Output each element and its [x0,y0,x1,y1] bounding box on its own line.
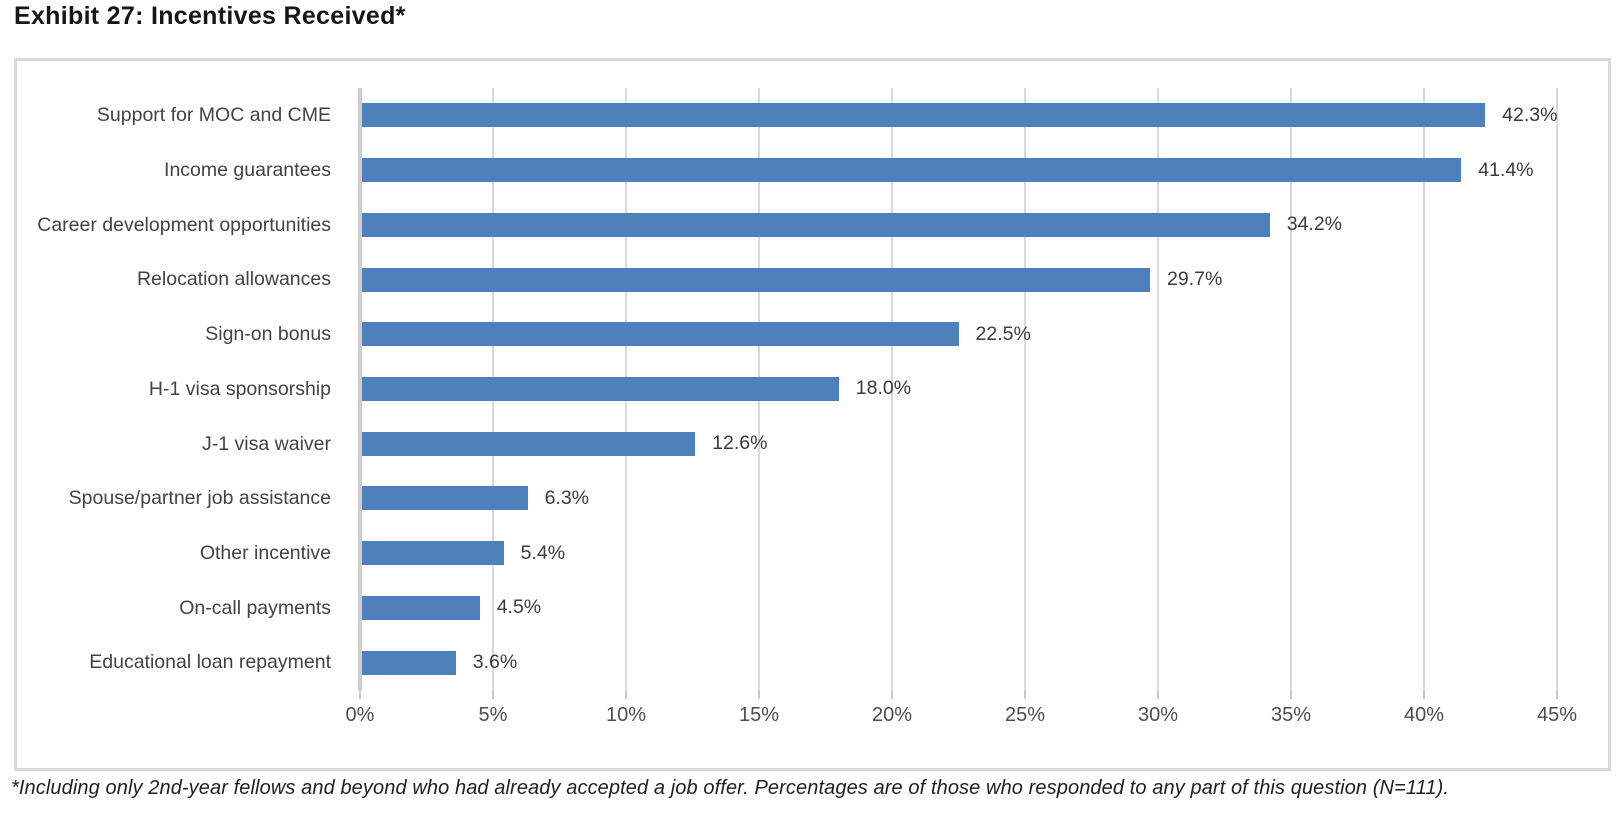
axis-tick [1290,690,1292,699]
bar-row: Spouse/partner job assistance 6.3% [69,471,1557,526]
x-tick-label: 10% [605,704,646,726]
value-label: 5.4% [520,541,566,564]
bar [362,267,1151,292]
value-label: 18.0% [855,377,912,400]
value-label: 6.3% [544,486,590,509]
axis-tick [624,690,627,699]
category-label: H-1 visa sponsorship [148,377,331,400]
category-label: J-1 visa waiver [202,432,331,455]
bar [362,158,1462,183]
value-label: 41.4% [1478,158,1534,181]
axis-tick [491,690,494,699]
gridline [1156,88,1159,690]
bar-row: Income guarantees 41.4% [164,143,1557,198]
axis-tick [1556,690,1558,699]
value-label: 12.6% [712,432,768,455]
bar [362,650,456,675]
value-label: 3.6% [472,651,518,674]
bar [362,376,839,401]
category-label: Other incentive [199,541,331,564]
bar-row: Career development opportunities 34.2% [37,197,1557,252]
bar [362,103,1486,128]
category-label: Relocation allowances [136,268,331,291]
category-label: Income guarantees [164,158,331,181]
x-tick-label: 20% [871,704,912,726]
bar-row: Sign-on bonus 22.5% [205,307,1557,362]
value-label: 34.2% [1286,213,1343,236]
bar-row: Support for MOC and CME 42.3% [97,88,1558,143]
category-label: Spouse/partner job assistance [68,487,331,510]
bar-row: J-1 visa waiver 12.6% [202,416,1557,471]
category-label: Career development opportunities [37,213,331,236]
category-label: On-call payments [179,596,331,619]
axis-tick [757,690,760,699]
x-tick-label: 45% [1536,704,1578,726]
value-label: 4.5% [496,596,542,619]
bar [362,431,696,456]
bar-row: On-call payments 4.5% [179,581,1557,636]
value-label: 22.5% [975,322,1031,345]
x-tick-label: 25% [1004,704,1046,726]
gridline [890,88,893,690]
value-label: 42.3% [1502,103,1558,126]
bar [362,541,504,566]
bar [362,486,528,511]
x-tick-label: 35% [1270,704,1312,726]
x-tick-label: 0% [345,704,375,726]
gridline [1422,88,1425,690]
x-tick-label: 40% [1403,704,1444,726]
x-tick-label: 5% [478,704,508,726]
bar [362,595,480,620]
footnote: *Including only 2nd-year fellows and bey… [11,777,1449,799]
page-title: Exhibit 27: Incentives Received* [14,2,406,30]
plot-area: Support for MOC and CME 42.3% Income guara… [37,88,1577,726]
bar [362,212,1270,237]
value-label: 29.7% [1167,268,1223,291]
axis-tick [1156,690,1159,699]
bar-row: Educational loan repayment 3.6% [89,635,1557,690]
bar-row: H-1 visa sponsorship 18.0% [149,362,1557,417]
gridline [1024,88,1026,690]
bar [362,322,959,347]
chart-panel: Support for MOC and CME 42.3% Income guara… [14,58,1611,771]
axis-tick [1422,690,1425,699]
axis-tick [890,690,893,699]
category-label: Educational loan repayment [89,651,331,674]
axis-tick [359,690,361,699]
y-axis-line [358,88,362,690]
gridline [1556,88,1558,690]
x-tick-label: 30% [1137,704,1179,726]
category-label: Sign-on bonus [205,323,331,346]
bar-row: Other incentive 5.4% [200,526,1557,581]
gridline [1290,88,1292,690]
x-tick-label: 15% [738,704,780,726]
axis-tick [1024,690,1026,699]
category-label: Support for MOC and CME [96,104,331,127]
bar-row: Relocation allowances 29.7% [137,252,1557,307]
